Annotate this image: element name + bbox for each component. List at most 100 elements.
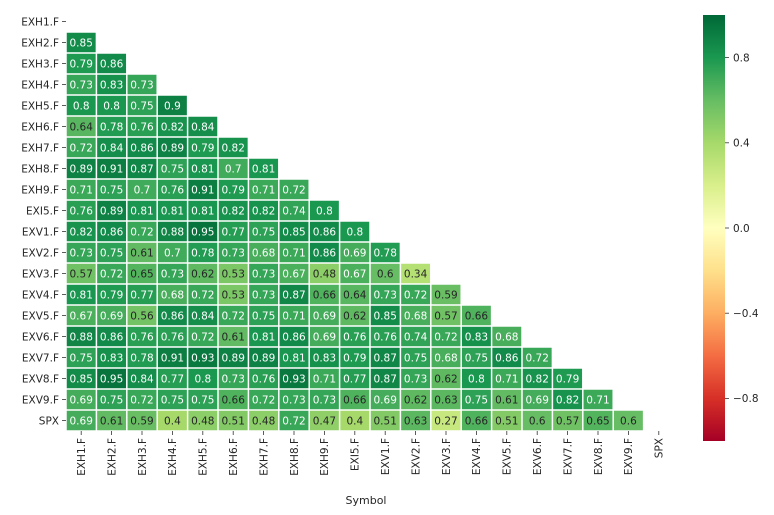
cell-value-label: 0.4 xyxy=(346,415,363,427)
heatmap-cell xyxy=(66,284,96,305)
cell-value-label: 0.79 xyxy=(556,373,579,385)
cell-value-label: 0.76 xyxy=(161,184,185,196)
cell-value-label: 0.95 xyxy=(191,226,214,238)
cell-value-label: 0.76 xyxy=(70,205,94,217)
heatmap-cell xyxy=(127,95,157,116)
heatmap-cell xyxy=(66,242,96,263)
cell-value-label: 0.73 xyxy=(313,394,336,406)
cell-value-label: 0.71 xyxy=(282,247,305,259)
cell-value-label: 0.66 xyxy=(343,394,367,406)
cell-value-label: 0.73 xyxy=(222,247,245,259)
colorbar: 0.8 0.4 0.0 −0.4 −0.8 xyxy=(703,15,759,441)
cell-value-label: 0.75 xyxy=(465,352,488,364)
cell-value-label: 0.86 xyxy=(313,247,337,259)
cell-value-label: 0.8 xyxy=(346,226,363,238)
heatmap-cell xyxy=(522,347,552,368)
cell-value-label: 0.88 xyxy=(70,331,93,343)
heatmap-cell xyxy=(157,200,187,221)
x-tick-label: EXH8.F xyxy=(289,438,301,476)
x-tick-label: EXH1.F xyxy=(76,438,88,476)
cell-value-label: 0.72 xyxy=(191,289,214,301)
heatmap-cell xyxy=(279,200,309,221)
heatmap-cell xyxy=(218,368,248,389)
cell-value-label: 0.65 xyxy=(130,268,153,280)
heatmap-cell xyxy=(431,368,461,389)
x-tick-label: EXV8.F xyxy=(593,438,605,475)
heatmap-cell xyxy=(249,368,279,389)
cell-value-label: 0.61 xyxy=(130,247,153,259)
heatmap-cell xyxy=(218,410,248,431)
cell-value-label: 0.79 xyxy=(191,142,214,154)
cell-value-label: 0.27 xyxy=(434,415,457,427)
heatmap-cell xyxy=(188,116,218,137)
heatmap-cell xyxy=(492,347,522,368)
cell-value-label: 0.75 xyxy=(252,226,275,238)
cell-value-label: 0.62 xyxy=(404,394,427,406)
heatmap-cell xyxy=(188,179,218,200)
heatmap-cell xyxy=(66,305,96,326)
cell-value-label: 0.91 xyxy=(161,352,184,364)
cell-value-label: 0.77 xyxy=(222,226,245,238)
cell-value-label: 0.69 xyxy=(70,415,93,427)
cell-value-label: 0.85 xyxy=(70,37,93,49)
cell-value-label: 0.67 xyxy=(343,268,366,280)
heatmap-cell xyxy=(279,263,309,284)
heatmap-cell xyxy=(157,95,187,116)
cell-value-label: 0.73 xyxy=(222,373,245,385)
cell-value-label: 0.75 xyxy=(252,310,275,322)
cell-value-label: 0.73 xyxy=(374,289,397,301)
heatmap-cell xyxy=(66,326,96,347)
cell-value-label: 0.82 xyxy=(252,205,275,217)
cell-value-label: 0.48 xyxy=(191,415,214,427)
y-tick-label: EXH7.F xyxy=(21,142,59,154)
y-tick-label: EXV3.F xyxy=(22,268,59,280)
cell-value-label: 0.86 xyxy=(130,142,154,154)
cell-value-label: 0.75 xyxy=(100,184,123,196)
x-tick-label: SPX xyxy=(654,438,666,458)
heatmap-cell xyxy=(461,305,491,326)
cell-value-label: 0.8 xyxy=(316,205,333,217)
cell-value-label: 0.76 xyxy=(252,373,276,385)
heatmap-cell xyxy=(188,305,218,326)
cell-value-label: 0.68 xyxy=(434,352,457,364)
cell-value-label: 0.85 xyxy=(70,373,93,385)
y-tick-label: EXV4.F xyxy=(22,289,59,301)
heatmap-cell xyxy=(249,347,279,368)
cell-value-label: 0.48 xyxy=(252,415,275,427)
x-tick-label: EXH4.F xyxy=(167,438,179,476)
heatmap-cell xyxy=(66,158,96,179)
x-tick-label: EXV2.F xyxy=(410,438,422,475)
heatmap-cell xyxy=(340,305,370,326)
x-tick-label: EXH6.F xyxy=(228,438,240,476)
cell-value-label: 0.56 xyxy=(130,310,154,322)
cell-value-label: 0.34 xyxy=(404,268,428,280)
heatmap-cell xyxy=(218,221,248,242)
heatmap-cell xyxy=(553,368,583,389)
heatmap-cell xyxy=(97,284,127,305)
cell-value-label: 0.57 xyxy=(556,415,579,427)
heatmap-cell xyxy=(309,347,339,368)
heatmap-cell xyxy=(97,74,127,95)
heatmap-cell xyxy=(249,200,279,221)
y-tick-label: EXH1.F xyxy=(21,16,59,28)
x-tick-label: EXV7.F xyxy=(562,438,574,475)
colorbar-tick-label: 0.4 xyxy=(733,138,750,150)
cell-value-label: 0.84 xyxy=(100,142,124,154)
cell-value-label: 0.75 xyxy=(70,352,93,364)
heatmap-cell xyxy=(218,263,248,284)
heatmap-cell xyxy=(66,263,96,284)
heatmap-cell xyxy=(553,410,583,431)
cell-value-label: 0.72 xyxy=(191,331,214,343)
heatmap-cell xyxy=(249,326,279,347)
heatmap-cell xyxy=(157,326,187,347)
heatmap-cell xyxy=(279,326,309,347)
y-tick-label: EXV1.F xyxy=(22,226,59,238)
heatmap-cell xyxy=(340,284,370,305)
heatmap-cell xyxy=(431,347,461,368)
cell-value-label: 0.6 xyxy=(529,415,546,427)
cell-value-label: 0.59 xyxy=(130,415,153,427)
heatmap-cell xyxy=(522,410,552,431)
cell-value-label: 0.72 xyxy=(70,142,93,154)
heatmap-cell xyxy=(431,410,461,431)
cell-value-label: 0.8 xyxy=(468,373,485,385)
